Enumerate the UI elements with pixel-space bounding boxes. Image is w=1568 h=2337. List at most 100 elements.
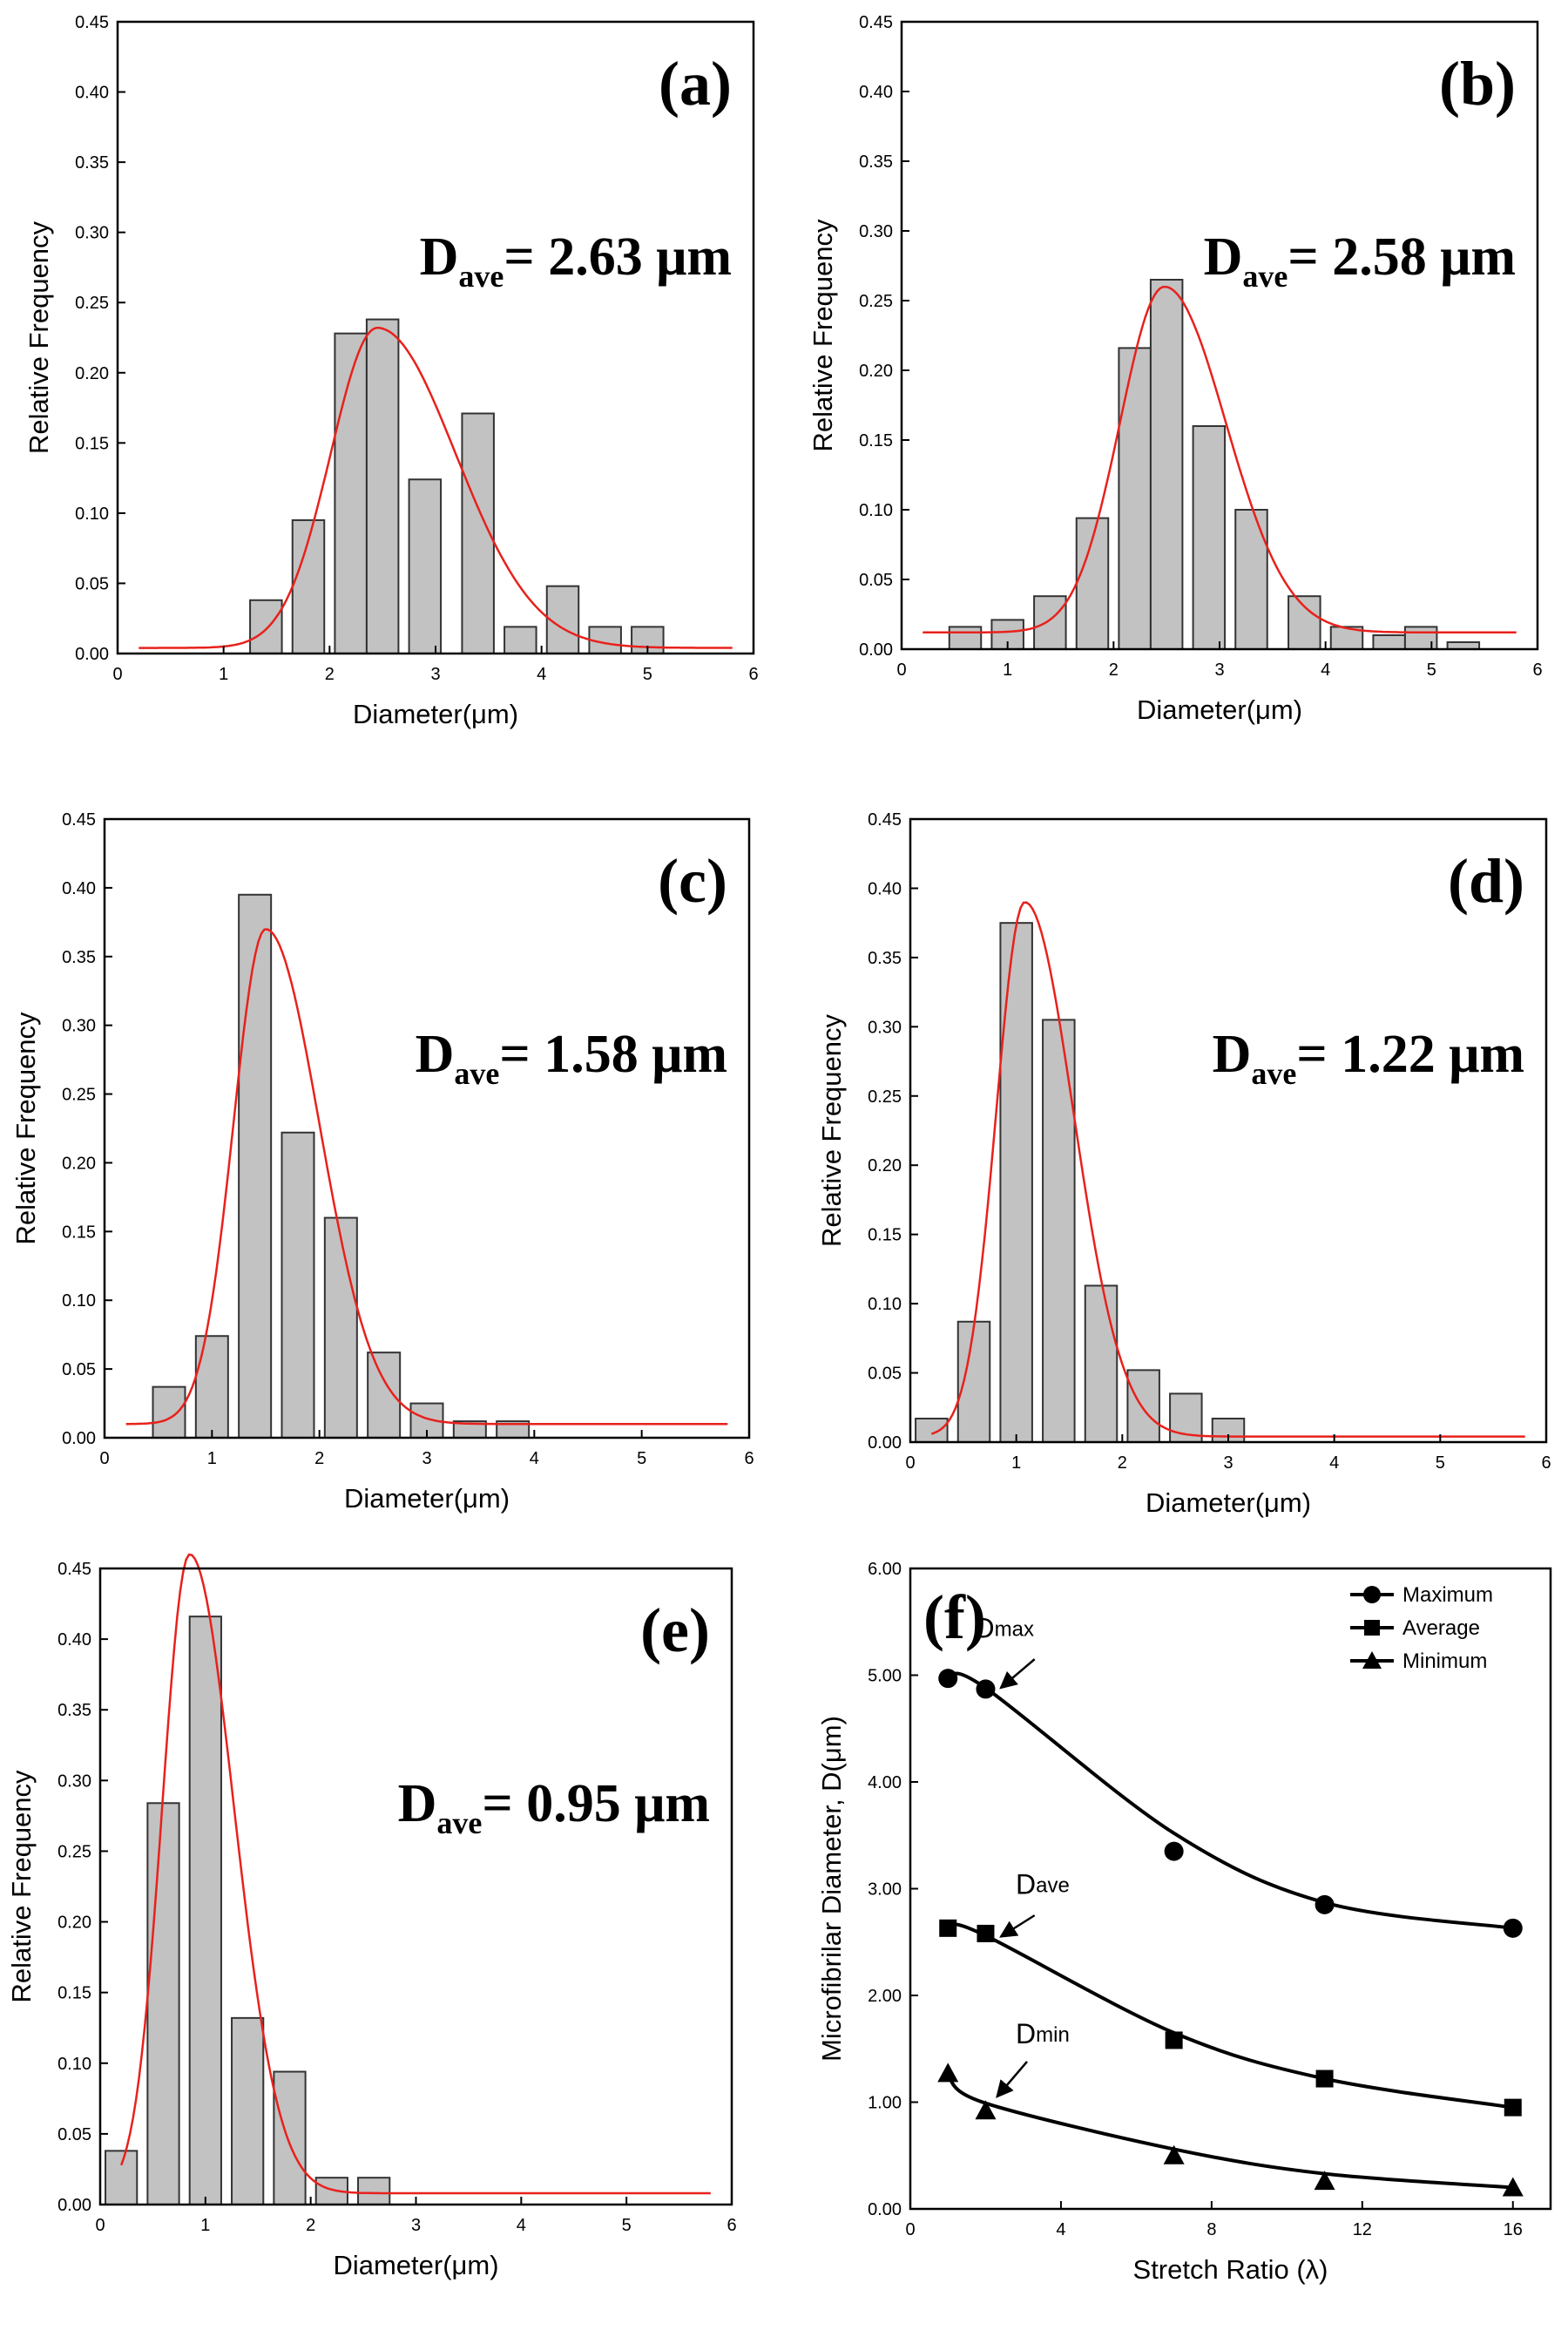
y-tick-label: 5.00	[868, 1667, 902, 1686]
fit-curve	[125, 928, 728, 1426]
x-axis-label: Diameter(μm)	[333, 2250, 498, 2280]
y-tick-label: 0.25	[859, 292, 893, 311]
histogram-bar	[1372, 634, 1406, 650]
dave-annotation: Dave= 0.95 μm	[398, 1774, 710, 1840]
data-point-average	[977, 1924, 995, 1942]
histogram-bar	[1192, 425, 1227, 650]
histogram-bar	[1288, 595, 1321, 651]
panel-label: (a)	[659, 49, 732, 119]
dave-subscript: ave	[454, 1056, 499, 1091]
curve-label-subscript: ave	[1036, 1874, 1070, 1898]
histogram-bar	[999, 922, 1033, 1443]
x-tick-label: 0	[99, 1449, 109, 1468]
dave-symbol: D	[1213, 1025, 1252, 1084]
trend-line-minimum	[946, 2075, 1513, 2190]
y-tick-label: 0.20	[868, 1156, 902, 1175]
y-tick-label: 0.40	[868, 879, 902, 898]
y-tick-label: 0.00	[859, 640, 893, 660]
panel-label: (e)	[640, 1595, 710, 1665]
data-point-average	[1504, 2098, 1522, 2117]
x-tick-label: 1	[207, 1449, 217, 1468]
trend-line-average	[947, 1922, 1514, 2110]
data-point-minimum	[937, 2063, 959, 2083]
annotation-arrow	[999, 1914, 1036, 1938]
y-tick-label: 0.00	[868, 1433, 902, 1453]
fit-curve	[139, 327, 733, 649]
dave-annotation: Dave= 1.58 μm	[416, 1025, 727, 1091]
y-tick-label: 3.00	[868, 1880, 902, 1900]
panel-label: (b)	[1439, 49, 1516, 119]
x-tick-label: 1	[1003, 660, 1012, 680]
y-tick-label: 0.20	[62, 1154, 96, 1173]
y-tick-label: 0.15	[859, 431, 893, 450]
dave-subscript: ave	[458, 259, 504, 294]
y-tick-label: 0.45	[75, 13, 109, 32]
y-tick-label: 0.05	[75, 574, 109, 593]
y-tick-label: 0.20	[57, 1914, 91, 1933]
y-tick-label: 0.30	[859, 222, 893, 241]
curve-label-maximum: Dmax	[975, 1613, 1034, 1644]
y-tick-label: 0.00	[868, 2200, 902, 2219]
dave-subscript: ave	[1242, 259, 1288, 294]
curve-label-subscript: min	[1036, 2023, 1070, 2047]
x-tick-label: 3	[1223, 1453, 1233, 1473]
x-axis-label: Diameter(μm)	[344, 1483, 510, 1514]
y-tick-label: 0.10	[868, 1295, 902, 1314]
panel-f: 0 4 8 12 16 0.00 1.00 2.00 3.00 4.00 5.00 6.00 Stret…	[816, 1560, 1552, 2285]
y-tick-label: 0.35	[75, 153, 109, 173]
legend-label: Maximum	[1402, 1583, 1493, 1607]
x-tick-label: 0	[112, 665, 122, 684]
x-tick-label: 3	[1214, 660, 1224, 680]
histogram-bar	[238, 893, 273, 1439]
histogram-bar	[1126, 1369, 1160, 1444]
y-tick-label: 0.15	[75, 434, 109, 453]
x-tick-label: 5	[622, 2216, 632, 2235]
x-tick-label: 6	[744, 1449, 754, 1468]
histogram-bar	[273, 2070, 307, 2206]
data-point-maximum	[1315, 1894, 1335, 1914]
x-axis-label: Diameter(μm)	[1137, 694, 1302, 725]
y-tick-label: 0.40	[57, 1630, 91, 1649]
y-tick-label: 0.45	[62, 810, 96, 830]
x-tick-label: 4	[1056, 2220, 1065, 2239]
curve-label-subscript: max	[995, 1618, 1034, 1642]
x-axis-label: Diameter(μm)	[1146, 1487, 1311, 1518]
y-tick-label: 0.35	[57, 1701, 91, 1720]
histogram-bar	[461, 412, 495, 654]
data-point-average	[1165, 2031, 1183, 2049]
y-tick-label: 0.05	[62, 1360, 96, 1379]
data-point-maximum	[976, 1679, 996, 1699]
panel-a: 0 1 2 3 4 5 6 0.00 0.05 0.10 0.15 0.20 0.25 0.30 0.35 0…	[24, 13, 759, 729]
x-tick-label: 1	[219, 665, 228, 684]
y-tick-label: 0.10	[75, 505, 109, 524]
y-tick-label: 0.35	[868, 949, 902, 968]
y-axis-label: Microfibrilar Diameter, D(μm)	[816, 1716, 847, 2062]
y-tick-label: 0.25	[62, 1086, 96, 1105]
x-axis-label: Diameter(μm)	[353, 699, 518, 729]
legend-label: Minimum	[1402, 1649, 1487, 1673]
y-tick-label: 0.15	[57, 1984, 91, 2003]
x-tick-label: 4	[1329, 1453, 1339, 1473]
x-tick-label: 6	[1541, 1453, 1551, 1473]
dave-value: = 2.63 μm	[504, 227, 732, 287]
x-tick-label: 1	[200, 2216, 210, 2235]
y-tick-label: 0.30	[62, 1017, 96, 1036]
x-tick-label: 2	[306, 2216, 315, 2235]
dave-value: = 1.58 μm	[499, 1025, 727, 1084]
histogram-bar	[1234, 509, 1268, 650]
curve-label-symbol: D	[1016, 2018, 1036, 2049]
data-point-minimum	[1163, 2144, 1185, 2164]
x-tick-label: 3	[422, 1449, 431, 1468]
y-axis-label: Relative Frequency	[816, 1013, 847, 1247]
y-tick-label: 4.00	[868, 1773, 902, 1792]
y-tick-label: 0.15	[868, 1226, 902, 1245]
histogram-bar	[948, 626, 983, 651]
x-tick-label: 6	[748, 665, 758, 684]
dave-symbol: D	[416, 1025, 455, 1084]
annotation-arrow	[996, 2061, 1028, 2098]
panel-b: 0 1 2 3 4 5 6 0.00 0.05 0.10 0.15 0.20 0.25 0.30 0.35 0…	[808, 13, 1543, 725]
histogram-bar	[146, 1802, 180, 2205]
histogram-bar	[365, 318, 400, 654]
